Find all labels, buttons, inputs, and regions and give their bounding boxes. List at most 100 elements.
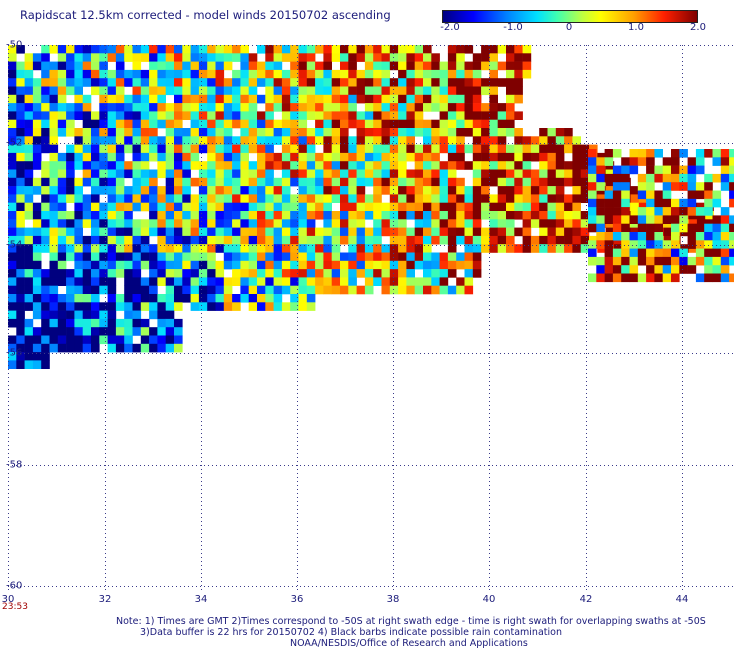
wind-cell: [240, 194, 249, 203]
wind-cell: [198, 161, 208, 170]
wind-cell: [132, 227, 142, 237]
wind-cell: [680, 244, 689, 253]
wind-cell: [356, 69, 366, 79]
wind-cell: [124, 327, 133, 336]
wind-cell: [406, 252, 415, 262]
wind-cell: [604, 215, 614, 224]
wind-cell: [74, 177, 83, 187]
wind-cell: [149, 119, 158, 129]
wind-cell: [464, 202, 474, 212]
wind-cell: [41, 144, 50, 154]
wind-cell: [248, 294, 258, 303]
wind-cell: [257, 45, 266, 54]
wind-cell: [472, 252, 482, 262]
wind-cell: [132, 103, 142, 112]
wind-cell: [596, 198, 605, 208]
wind-cell: [82, 45, 92, 54]
wind-cell: [398, 194, 407, 203]
wind-cell: [107, 69, 117, 79]
wind-cell: [298, 294, 308, 303]
wind-cell: [107, 343, 117, 353]
wind-cell: [398, 211, 407, 220]
wind-cell: [215, 269, 225, 278]
wind-cell: [157, 161, 166, 170]
wind-cell: [456, 53, 465, 62]
wind-cell: [364, 169, 374, 179]
wind-cell: [348, 45, 357, 54]
wind-cell: [124, 252, 133, 262]
wind-cell: [265, 302, 274, 311]
wind-cell: [16, 169, 25, 179]
wind-cell: [720, 256, 730, 266]
wind-cell: [41, 269, 50, 278]
wind-cell: [232, 119, 241, 129]
wind-cell: [265, 45, 274, 54]
wind-cell: [439, 119, 449, 129]
wind-cell: [613, 244, 623, 253]
wind-cell: [588, 248, 597, 258]
wind-cell: [273, 119, 283, 129]
wind-cell: [306, 235, 316, 245]
wind-cell: [24, 194, 34, 203]
wind-cell: [530, 144, 540, 154]
wind-cell: [107, 86, 117, 96]
wind-cell: [223, 302, 233, 311]
wind-cell: [32, 277, 42, 286]
wind-cell: [265, 202, 274, 212]
wind-cell: [712, 223, 722, 233]
wind-cell: [91, 78, 100, 87]
wind-cell: [489, 53, 498, 62]
wind-cell: [564, 128, 573, 137]
wind-cell: [423, 277, 432, 286]
wind-cell: [629, 149, 639, 158]
wind-cell: [564, 194, 573, 203]
wind-cell: [414, 235, 424, 245]
wind-cell: [107, 128, 117, 137]
wind-cell: [364, 61, 374, 71]
wind-cell: [414, 211, 424, 220]
wind-cell: [356, 94, 366, 104]
wind-cell: [695, 149, 705, 158]
wind-cell: [612, 248, 622, 258]
wind-cell: [265, 61, 274, 71]
wind-cell: [16, 186, 25, 195]
wind-cell: [82, 161, 92, 170]
wind-cell: [149, 211, 158, 220]
wind-cell: [198, 103, 208, 112]
wind-cell: [348, 285, 357, 295]
wind-cell: [149, 45, 158, 54]
wind-cell: [32, 211, 42, 220]
wind-cell: [604, 240, 614, 249]
wind-cell: [207, 202, 216, 212]
wind-cell: [99, 61, 108, 71]
wind-cell: [82, 194, 92, 203]
wind-cell: [662, 248, 672, 258]
wind-cell: [323, 244, 332, 253]
wind-cell: [290, 244, 299, 253]
wind-cell: [298, 252, 308, 262]
wind-cell: [612, 207, 622, 216]
wind-cell: [423, 227, 432, 237]
wind-cell: [315, 94, 324, 104]
wind-cell: [32, 335, 42, 345]
wind-cell: [447, 177, 457, 187]
wind-cell: [215, 86, 225, 96]
wind-cell: [406, 244, 415, 253]
wind-cell: [323, 219, 332, 228]
wind-cell: [364, 269, 374, 278]
wind-cell: [49, 294, 59, 303]
wind-cell: [99, 45, 108, 54]
wind-cell: [190, 61, 200, 71]
wind-cell: [431, 277, 440, 286]
wind-cell: [729, 157, 734, 166]
wind-cell: [115, 45, 125, 54]
wind-cell: [115, 235, 125, 245]
wind-cell: [514, 86, 523, 96]
wind-cell: [414, 260, 424, 270]
wind-cell: [140, 335, 150, 345]
wind-cell: [340, 194, 349, 203]
wind-cell: [290, 260, 299, 270]
wind-cell: [99, 152, 108, 162]
wind-cell: [66, 219, 75, 228]
wind-cell: [66, 78, 75, 87]
